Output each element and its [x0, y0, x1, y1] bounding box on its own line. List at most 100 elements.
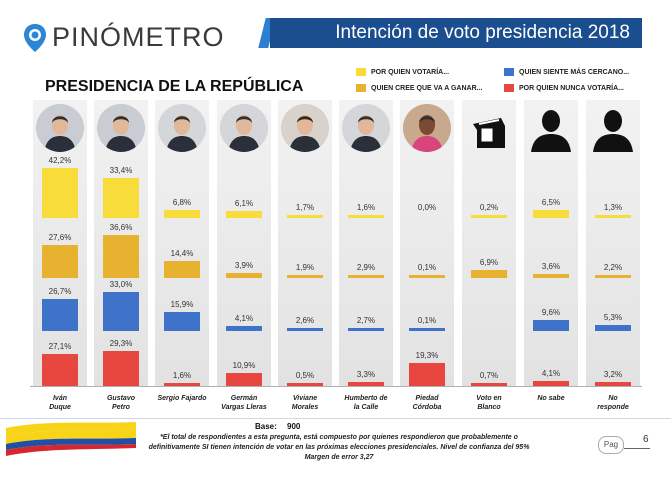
- candidate-avatar: [97, 104, 145, 152]
- bar-4: [533, 381, 569, 386]
- person-photo-icon: [342, 104, 390, 152]
- bar-4: [595, 382, 631, 386]
- candidate-avatar: [281, 104, 329, 152]
- bar-1: [287, 215, 323, 218]
- bar-value-label: 0,1%: [417, 263, 437, 272]
- candidate-name: Gustavo Petro: [91, 394, 151, 412]
- candidate-avatar: [36, 104, 84, 152]
- footnote: *El total de respondientes a esta pregun…: [148, 434, 530, 461]
- legend-label: POR QUIEN VOTARÍA...: [371, 68, 450, 76]
- candidate-name: No responde: [583, 394, 643, 412]
- bar-value-label: 42,2%: [48, 156, 72, 165]
- person-photo-icon: [220, 104, 268, 152]
- person-photo-icon: [281, 104, 329, 152]
- bar-value-label: 10,9%: [232, 361, 256, 370]
- unknown-person-icon: [593, 110, 633, 152]
- candidate-name-line: Morales: [291, 404, 319, 411]
- bar-value-label: 1,6%: [172, 371, 192, 380]
- header-title: Intención de voto presidencia 2018: [335, 22, 630, 43]
- bar-2: [595, 275, 631, 278]
- bar-value-label: 6,1%: [234, 199, 254, 208]
- bar-3: [226, 326, 262, 331]
- chart-baseline: [30, 386, 642, 387]
- bar-4: [409, 363, 445, 386]
- bar-value-label: 1,7%: [295, 203, 315, 212]
- ballot-box-icon: [473, 118, 505, 148]
- bar-3: [42, 299, 78, 331]
- bar-2: [409, 275, 445, 278]
- bar-2: [533, 274, 569, 278]
- legend-item-votaria: POR QUIEN VOTARÍA...: [356, 68, 449, 76]
- bar-2: [42, 245, 78, 278]
- footer-divider: [0, 418, 671, 419]
- header-bar: Intención de voto presidencia 2018: [270, 18, 642, 48]
- legend-label: QUIEN SIENTE MÁS CERCANO...: [519, 68, 630, 76]
- bar-value-label: 2,6%: [295, 316, 315, 325]
- legend-label: POR QUIEN NUNCA VOTARÍA...: [519, 84, 625, 92]
- candidate-name-line: Blanco: [477, 404, 501, 411]
- bar-2: [103, 235, 139, 278]
- candidate-name-line: Gustavo: [106, 395, 135, 402]
- bar-value-label: 3,9%: [234, 261, 254, 270]
- bar-1: [103, 178, 139, 218]
- bar-4: [226, 373, 262, 386]
- candidate-name-line: Sergio Fajardo: [157, 395, 207, 402]
- legend-swatch: [504, 68, 514, 76]
- candidate-name-line: Germán: [230, 395, 258, 402]
- bar-value-label: 3,3%: [356, 370, 376, 379]
- candidate-name-line: Petro: [112, 404, 130, 411]
- bar-value-label: 2,7%: [356, 316, 376, 325]
- page-number: 6: [643, 434, 649, 445]
- person-photo-icon: [36, 104, 84, 152]
- candidate-avatar: [589, 104, 637, 152]
- candidate-name: Humberto de la Calle: [336, 394, 396, 412]
- bar-3: [595, 325, 631, 331]
- candidate-name-line: Humberto de: [344, 395, 388, 402]
- bar-2: [471, 270, 507, 278]
- candidate-name: Viviane Morales: [275, 394, 335, 412]
- bar-3: [409, 328, 445, 331]
- bar-1: [595, 215, 631, 218]
- bar-4: [348, 382, 384, 386]
- candidate-avatar: [465, 104, 513, 152]
- candidate-name-line: Viviane: [292, 395, 318, 402]
- bar-4: [42, 354, 78, 386]
- bar-value-label: 33,4%: [109, 166, 133, 175]
- bar-value-label: 3,6%: [541, 262, 561, 271]
- bar-1: [164, 210, 200, 218]
- base-label: Base:: [255, 422, 277, 431]
- legend-swatch: [356, 68, 366, 76]
- bar-1: [471, 215, 507, 218]
- candidate-name: Iván Duque: [30, 394, 90, 412]
- bar-value-label: 15,9%: [170, 300, 194, 309]
- bar-value-label: 29,3%: [109, 339, 133, 348]
- candidate-name: Piedad Córdoba: [397, 394, 457, 412]
- bar-3: [533, 320, 569, 331]
- brand-name: PINÓMETRO: [52, 22, 225, 52]
- candidate-name-line: Piedad: [415, 395, 439, 402]
- candidate-name: Sergio Fajardo: [152, 394, 212, 403]
- bar-2: [348, 275, 384, 278]
- bar-4: [164, 383, 200, 386]
- unknown-person-icon: [531, 110, 571, 152]
- bar-value-label: 27,6%: [48, 233, 72, 242]
- bar-value-label: 33,0%: [109, 280, 133, 289]
- candidate-name-line: Córdoba: [412, 404, 442, 411]
- location-pin-icon: [24, 23, 46, 52]
- bar-value-label: 6,9%: [479, 258, 499, 267]
- bar-value-label: 2,9%: [356, 263, 376, 272]
- candidate-name: No sabe: [521, 394, 581, 403]
- legend-item-cercano: QUIEN SIENTE MÁS CERCANO...: [504, 68, 629, 76]
- bar-value-label: 2,2%: [603, 263, 623, 272]
- bar-value-label: 6,5%: [541, 198, 561, 207]
- bar-value-label: 0,0%: [417, 203, 437, 212]
- page-badge: Pag: [598, 436, 624, 454]
- candidate-name: Germán Vargas Lleras: [214, 394, 274, 412]
- legend-item-ganar: QUIEN CREE QUE VA A GANAR...: [356, 84, 483, 92]
- bar-value-label: 26,7%: [48, 287, 72, 296]
- bar-value-label: 1,6%: [356, 203, 376, 212]
- candidate-avatar: [527, 104, 575, 152]
- bar-value-label: 27,1%: [48, 342, 72, 351]
- candidate-avatar: [403, 104, 451, 152]
- legend-label: QUIEN CREE QUE VA A GANAR...: [371, 84, 483, 92]
